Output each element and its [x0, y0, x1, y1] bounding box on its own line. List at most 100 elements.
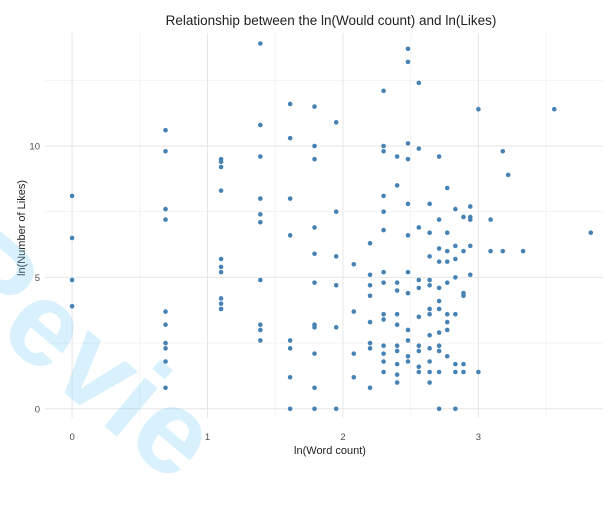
data-point: [381, 351, 386, 356]
data-point: [427, 277, 432, 283]
data-point: [405, 338, 411, 343]
y-axis-title: ln(Number of Likes): [16, 180, 28, 276]
data-point: [436, 246, 442, 251]
chart-figure: 0 1 2 3 0 5 10 Relationship between the ln(Wo…: [16, 13, 603, 457]
data-point: [258, 122, 263, 128]
data-point: [258, 277, 263, 283]
data-point: [367, 346, 373, 351]
data-point: [351, 261, 357, 267]
data-point: [394, 361, 400, 367]
data-point: [453, 361, 458, 367]
data-point: [461, 369, 466, 375]
data-point: [453, 275, 458, 280]
data-point: [163, 148, 168, 154]
data-point: [163, 309, 168, 314]
data-point: [312, 104, 317, 109]
data-point: [218, 188, 224, 193]
x-tick-label: 0: [69, 432, 74, 443]
data-point: [427, 282, 432, 288]
data-point: [416, 369, 422, 375]
data-point: [287, 406, 293, 412]
data-point: [405, 233, 411, 238]
data-point: [163, 127, 168, 133]
data-point: [436, 298, 442, 304]
data-point: [381, 343, 386, 349]
points: [69, 41, 594, 412]
data-point: [367, 340, 373, 346]
data-point: [461, 361, 466, 367]
data-point: [520, 248, 526, 254]
data-point: [444, 327, 450, 333]
data-point: [218, 301, 224, 306]
data-point: [218, 264, 224, 270]
data-point: [163, 322, 168, 328]
data-point: [416, 285, 422, 291]
data-point: [461, 248, 466, 254]
data-point: [381, 227, 386, 233]
data-point: [287, 101, 293, 107]
data-point: [381, 269, 386, 275]
data-point: [551, 106, 557, 112]
data-point: [405, 141, 411, 146]
data-point: [351, 351, 357, 356]
data-point: [427, 359, 432, 364]
chart-title: Relationship between the ln(Would count)…: [166, 13, 497, 28]
data-point: [258, 154, 263, 159]
data-point: [218, 159, 224, 165]
data-point: [427, 306, 432, 312]
data-point: [405, 359, 411, 364]
data-point: [163, 359, 168, 364]
data-point: [287, 196, 293, 201]
data-point: [381, 209, 386, 215]
data-point: [453, 256, 458, 262]
data-point: [405, 201, 411, 207]
data-point: [218, 306, 224, 312]
data-point: [416, 80, 422, 86]
data-point: [416, 343, 422, 349]
data-point: [461, 214, 466, 220]
data-point: [312, 143, 317, 149]
data-point: [163, 346, 168, 351]
data-point: [488, 217, 493, 222]
data-point: [436, 306, 442, 312]
data-point: [367, 272, 373, 278]
data-point: [163, 217, 168, 222]
data-point: [476, 106, 481, 112]
data-point: [367, 319, 373, 325]
data-point: [436, 330, 442, 335]
data-point: [258, 41, 263, 46]
data-point: [427, 311, 432, 317]
data-point: [258, 322, 263, 328]
data-point: [312, 156, 317, 162]
data-point: [461, 293, 466, 299]
data-point: [287, 135, 293, 141]
data-point: [381, 311, 386, 317]
data-point: [258, 212, 263, 217]
scatter-plot: 0 1 2 3 0 5 10 Relationship between the ln(Wo…: [16, 13, 603, 457]
y-tick-label: 5: [35, 273, 40, 284]
data-point: [287, 374, 293, 380]
data-point: [416, 277, 422, 283]
data-point: [312, 351, 317, 356]
data-point: [444, 185, 450, 191]
data-point: [333, 209, 339, 215]
data-point: [436, 154, 442, 159]
data-point: [416, 225, 422, 230]
data-point: [394, 183, 400, 188]
data-point: [436, 406, 442, 412]
data-point: [427, 332, 432, 338]
data-point: [453, 243, 458, 249]
data-point: [416, 146, 422, 151]
data-point: [394, 280, 400, 285]
data-point: [436, 285, 442, 291]
data-point: [381, 280, 386, 285]
data-point: [436, 348, 442, 354]
x-tick-label: 2: [340, 432, 345, 443]
data-point: [287, 338, 293, 343]
data-point: [69, 304, 75, 309]
data-point: [405, 156, 411, 162]
x-tick-label: 1: [205, 432, 210, 443]
x-axis-title: ln(Word count): [294, 445, 366, 457]
data-point: [444, 230, 450, 236]
data-point: [427, 230, 432, 236]
